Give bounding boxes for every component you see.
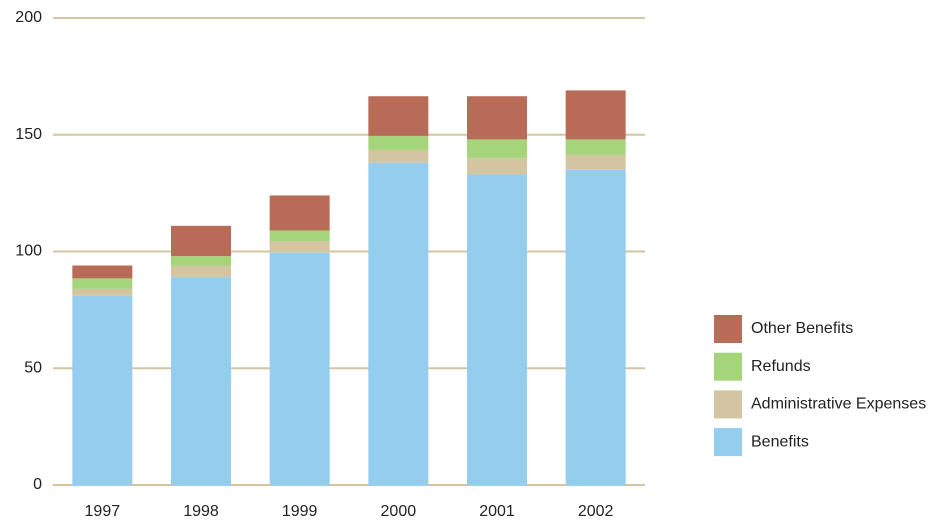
y-tick-label: 50 bbox=[24, 359, 42, 376]
bar-segment bbox=[72, 278, 133, 289]
bar-segment bbox=[467, 96, 527, 140]
bar-segment bbox=[467, 139, 527, 159]
legend-swatch bbox=[714, 315, 742, 343]
bar-segment bbox=[368, 162, 429, 485]
bar-segment bbox=[565, 139, 626, 155]
y-tick-label: 200 bbox=[15, 9, 42, 26]
bar-segment bbox=[269, 252, 330, 485]
bar-segment bbox=[467, 158, 527, 175]
legend-label: Administrative Expenses bbox=[751, 396, 926, 413]
bar-segment bbox=[72, 265, 133, 279]
bar-segment bbox=[368, 135, 429, 150]
legend-label: Benefits bbox=[751, 433, 809, 450]
bar-segment bbox=[72, 288, 133, 296]
legend-label: Refunds bbox=[751, 358, 811, 375]
x-tick-label: 2001 bbox=[479, 503, 515, 520]
y-tick-label: 150 bbox=[15, 126, 42, 143]
bar-segment bbox=[171, 225, 231, 257]
bar-segment bbox=[368, 96, 429, 136]
bar-segment bbox=[269, 230, 330, 241]
bar-segment bbox=[565, 169, 626, 485]
bar-segment bbox=[171, 265, 231, 278]
bar-segment bbox=[171, 256, 231, 266]
bar-segment bbox=[269, 195, 330, 231]
y-tick-label: 0 bbox=[33, 476, 42, 493]
legend-label: Other Benefits bbox=[751, 320, 853, 337]
y-tick-label: 100 bbox=[15, 243, 42, 260]
legend-swatch bbox=[714, 352, 742, 381]
bar-segment bbox=[269, 240, 330, 253]
x-tick-label: 2000 bbox=[381, 503, 417, 520]
legend-swatch bbox=[714, 428, 742, 457]
bar-segment bbox=[368, 149, 429, 163]
x-tick-label: 1997 bbox=[85, 503, 121, 520]
bar-segment bbox=[171, 277, 231, 485]
bar-segment bbox=[467, 174, 527, 485]
x-tick-label: 1999 bbox=[282, 503, 318, 520]
bar-segment bbox=[565, 154, 626, 170]
bar-segment bbox=[72, 295, 133, 485]
bar-segment bbox=[565, 90, 626, 140]
legend-swatch bbox=[714, 390, 742, 419]
x-tick-label: 1998 bbox=[183, 503, 219, 520]
x-tick-label: 2002 bbox=[578, 503, 614, 520]
